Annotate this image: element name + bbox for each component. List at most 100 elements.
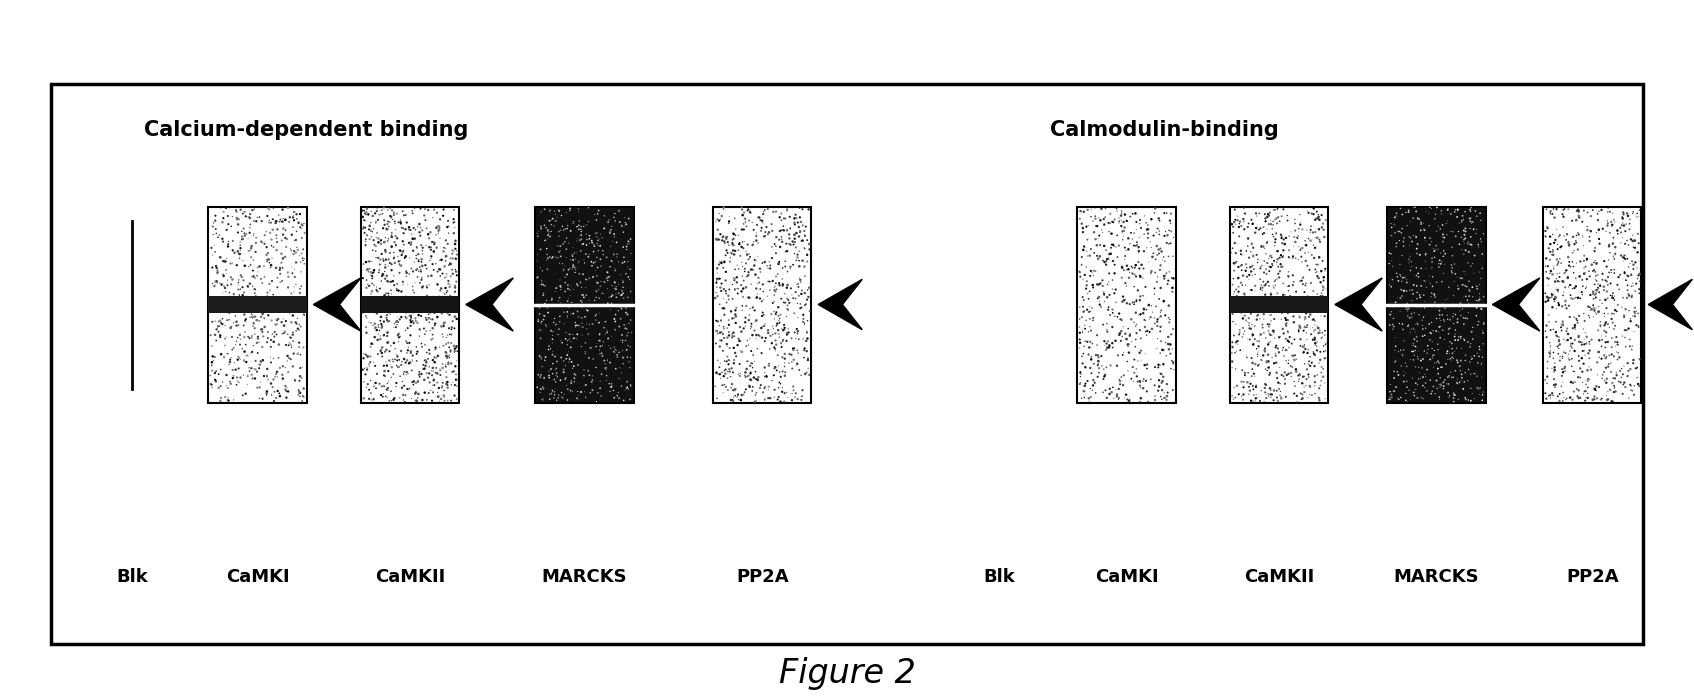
Point	[242, 284, 269, 295]
Point	[728, 389, 756, 400]
Point	[1243, 351, 1270, 362]
Point	[1243, 302, 1270, 313]
Point	[440, 217, 468, 228]
Point	[601, 314, 628, 325]
Point	[1614, 253, 1641, 265]
Point	[378, 300, 405, 311]
Point	[1084, 250, 1111, 261]
Point	[1469, 262, 1496, 274]
Point	[1399, 323, 1426, 334]
Point	[1138, 214, 1165, 225]
Point	[1550, 211, 1577, 223]
Point	[737, 321, 764, 332]
Point	[1076, 342, 1103, 353]
Point	[356, 393, 383, 405]
Point	[1543, 239, 1570, 250]
Point	[1431, 374, 1459, 386]
Point	[561, 368, 588, 379]
Point	[615, 318, 642, 329]
Point	[718, 293, 745, 304]
Point	[752, 318, 779, 330]
Point	[442, 311, 469, 322]
Point	[1533, 291, 1560, 302]
Point	[217, 376, 244, 387]
Point	[364, 252, 391, 263]
Point	[598, 378, 625, 389]
Point	[720, 358, 747, 369]
Point	[395, 344, 422, 356]
Point	[1066, 321, 1093, 332]
Point	[1289, 393, 1316, 404]
Point	[1237, 323, 1264, 335]
Point	[1557, 279, 1584, 290]
Point	[525, 316, 552, 327]
Point	[1220, 279, 1247, 290]
Point	[551, 356, 578, 367]
Point	[529, 354, 556, 365]
Point	[750, 362, 778, 373]
Point	[269, 305, 296, 316]
Point	[1572, 327, 1599, 338]
Point	[1262, 217, 1289, 228]
Point	[1575, 265, 1603, 276]
Point	[1260, 204, 1287, 216]
Point	[1455, 337, 1482, 348]
Point	[759, 225, 786, 237]
Point	[242, 364, 269, 375]
Point	[368, 312, 395, 323]
Point	[542, 209, 569, 220]
Point	[1548, 276, 1575, 287]
Point	[198, 242, 225, 253]
Point	[283, 316, 310, 328]
Point	[385, 330, 412, 341]
Point	[1601, 382, 1628, 393]
Point	[708, 234, 735, 246]
Point	[1535, 273, 1562, 284]
Point	[363, 252, 390, 263]
Point	[728, 257, 756, 268]
Point	[417, 241, 444, 253]
Point	[1416, 239, 1443, 251]
Point	[786, 231, 813, 242]
Point	[1579, 259, 1606, 270]
Point	[1382, 341, 1409, 352]
Point	[1130, 246, 1157, 257]
Point	[1586, 283, 1613, 294]
Point	[264, 272, 291, 284]
Point	[547, 284, 574, 295]
Point	[569, 318, 596, 329]
Point	[1103, 203, 1130, 214]
Point	[1569, 345, 1596, 356]
Point	[1457, 356, 1484, 368]
Point	[1569, 377, 1596, 388]
Point	[1398, 232, 1425, 244]
Point	[586, 281, 613, 292]
Point	[259, 329, 286, 340]
Point	[579, 237, 606, 248]
Point	[439, 321, 466, 332]
Point	[1220, 258, 1247, 269]
Point	[1457, 260, 1484, 272]
Point	[1088, 301, 1115, 312]
Point	[1545, 332, 1572, 343]
Point	[197, 330, 224, 341]
Point	[373, 314, 400, 326]
Point	[1564, 315, 1591, 326]
Point	[432, 366, 459, 377]
Point	[523, 228, 551, 239]
Point	[1260, 216, 1287, 227]
Point	[1606, 223, 1633, 234]
Point	[400, 233, 427, 244]
Point	[1127, 295, 1154, 306]
Point	[1555, 237, 1582, 248]
Point	[202, 276, 229, 288]
Point	[1243, 343, 1270, 354]
Point	[1389, 285, 1416, 296]
Point	[551, 367, 578, 378]
Point	[1601, 308, 1628, 319]
Point	[767, 293, 794, 304]
Point	[1121, 269, 1149, 280]
Point	[1113, 264, 1140, 275]
Point	[239, 204, 266, 216]
Point	[1309, 282, 1337, 293]
